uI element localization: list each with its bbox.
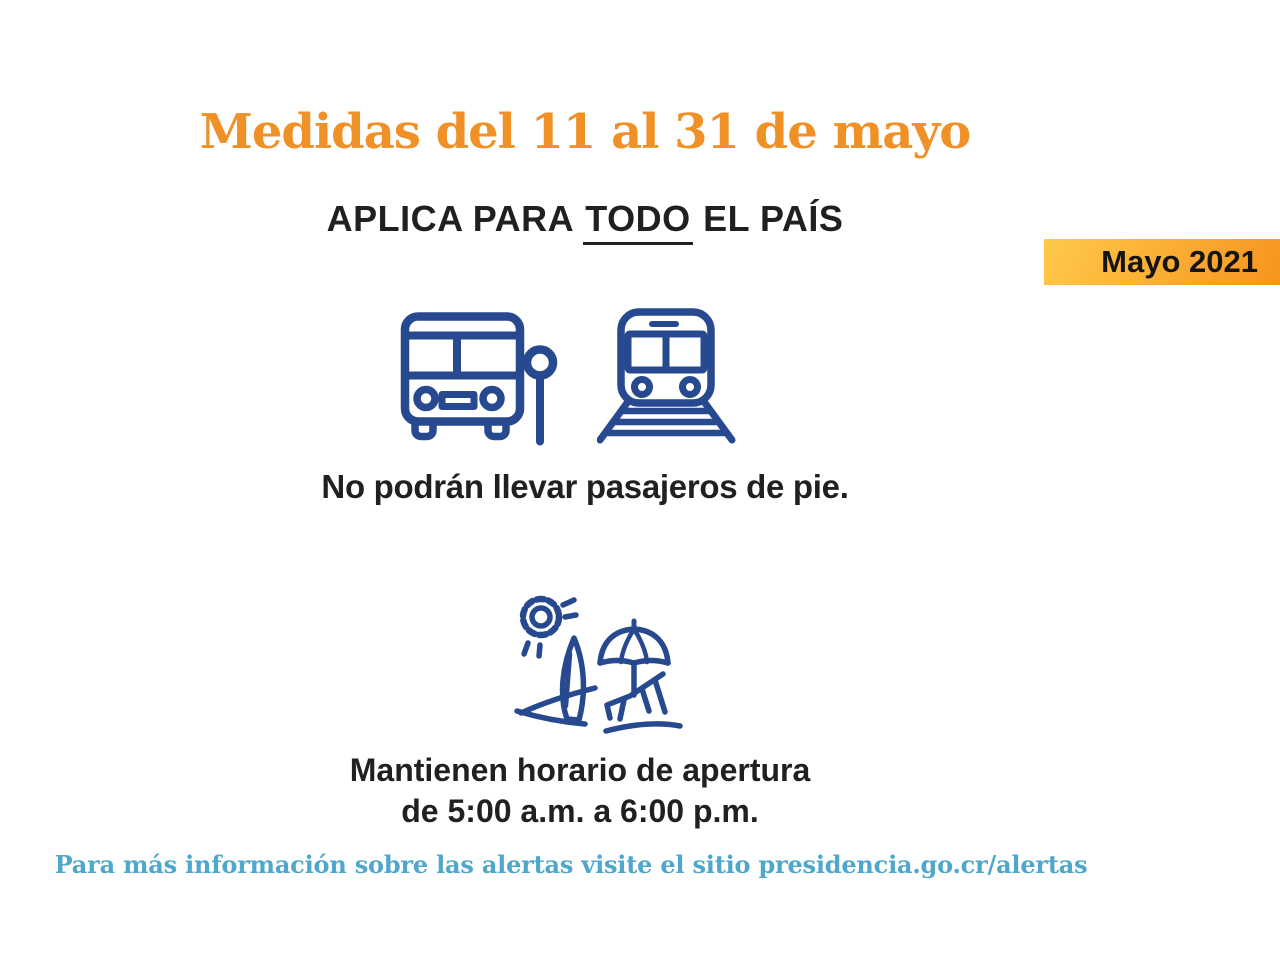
beach-hours-text: Mantienen horario de apertura de 5:00 a.m…: [0, 750, 1160, 832]
train-icon-svg: [597, 308, 736, 444]
beach-hours-line2: de 5:00 a.m. a 6:00 p.m.: [401, 793, 759, 829]
train-icon: [597, 306, 737, 446]
footer-info-text: Para más información sobre las alertas v…: [54, 850, 1088, 879]
subtitle-suffix: EL PAÍS: [692, 198, 844, 239]
page-title: Medidas del 11 al 31 de mayo: [199, 104, 972, 160]
subtitle-prefix: APLICA PARA: [326, 198, 584, 239]
subtitle-emphasis-underlined: TODO: [583, 201, 693, 245]
bus-stop-icon: [400, 310, 558, 446]
bus-stop-icon-svg: [400, 312, 558, 446]
subtitle: APLICA PARA TODO EL PAÍS: [0, 198, 1170, 245]
month-badge-label: Mayo 2021: [1101, 244, 1258, 279]
beach-hours-line1: Mantienen horario de apertura: [349, 752, 811, 788]
beach-icon: [503, 588, 689, 740]
beach-icon-svg: [514, 595, 683, 734]
month-badge: Mayo 2021: [1044, 239, 1280, 285]
transport-rule-text: No podrán llevar pasajeros de pie.: [321, 468, 849, 505]
